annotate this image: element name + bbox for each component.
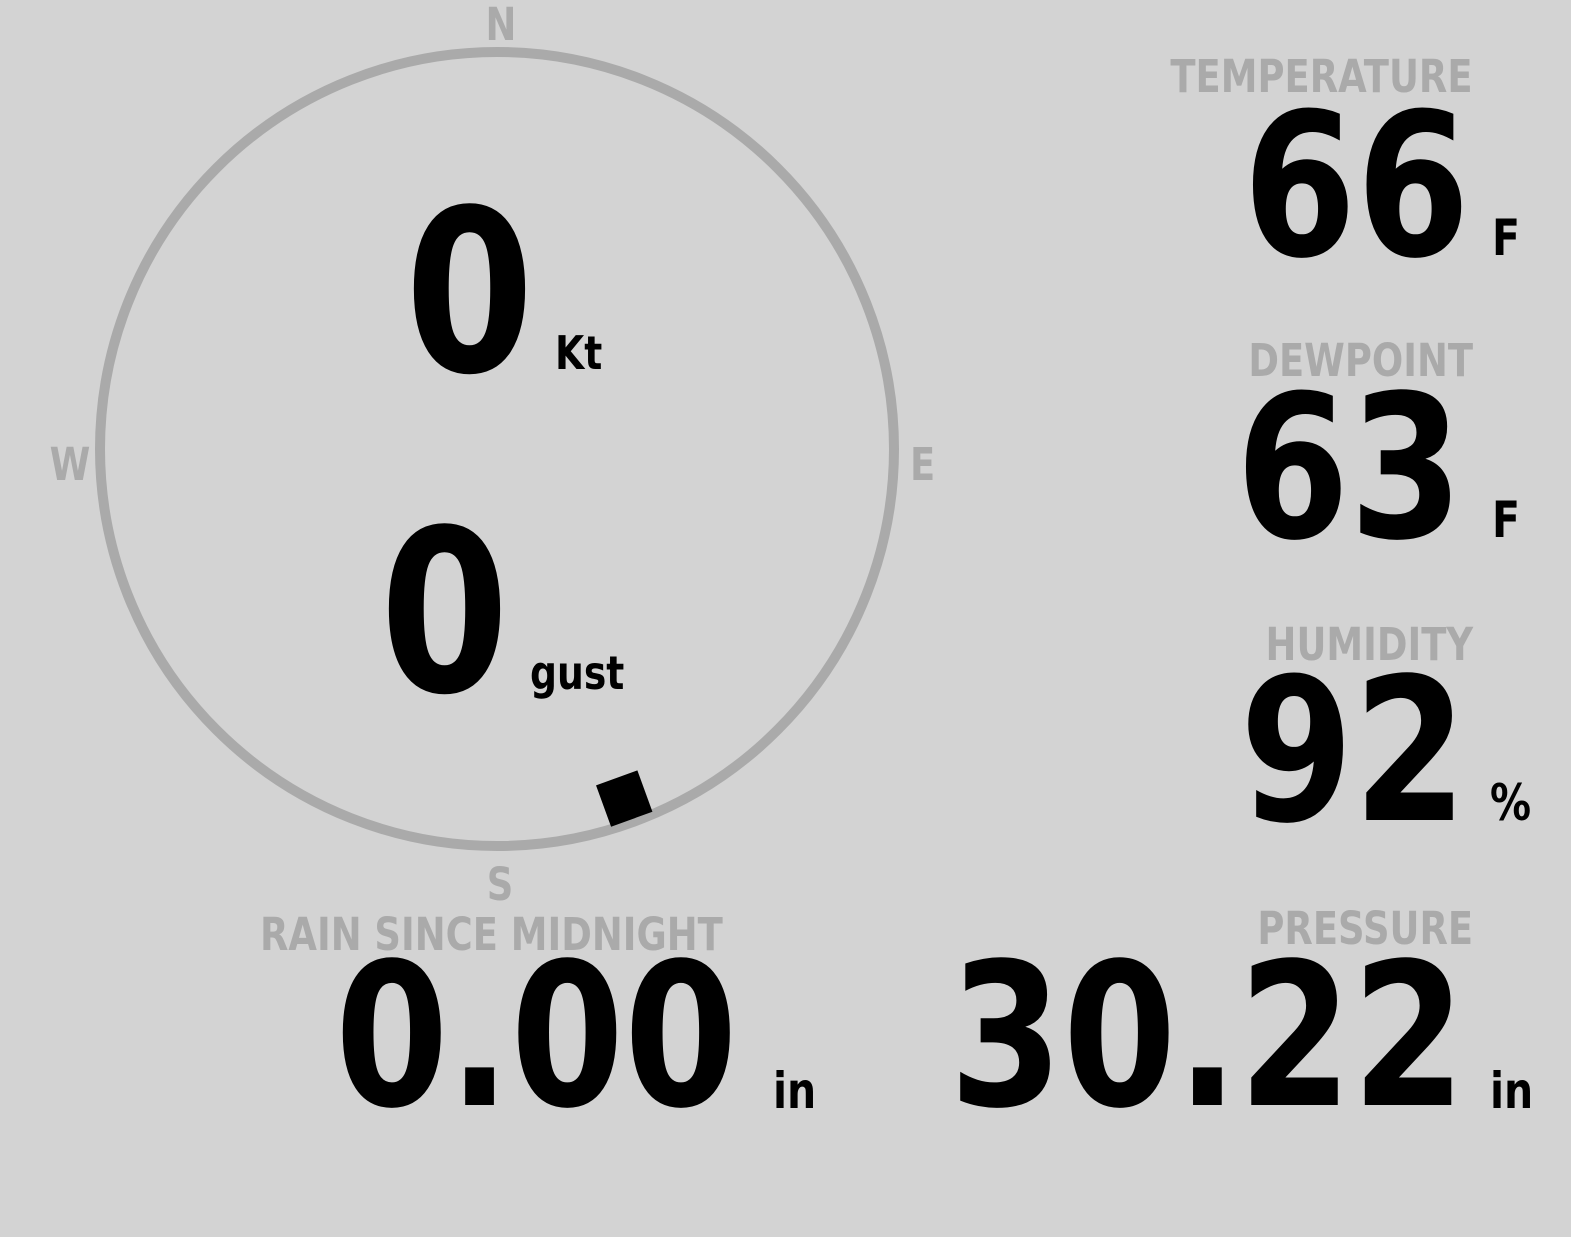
dewpoint-unit: F	[1492, 491, 1521, 549]
compass-north-label: N	[485, 0, 517, 51]
compass-ring	[95, 47, 899, 851]
dewpoint-label: DEWPOINT	[1248, 334, 1473, 387]
pressure-unit: in	[1490, 1062, 1534, 1120]
humidity-label: HUMIDITY	[1265, 618, 1473, 671]
wind-speed-value: 0	[405, 162, 534, 425]
humidity-value: 92	[1239, 635, 1467, 867]
temperature-label: TEMPERATURE	[1170, 50, 1473, 103]
temperature-unit: F	[1492, 209, 1521, 267]
wind-gust-value: 0	[380, 482, 509, 745]
dewpoint-value: 63	[1235, 352, 1463, 584]
temperature-value: 66	[1242, 70, 1470, 302]
wind-direction-pointer	[596, 770, 653, 827]
compass-east-label: E	[910, 438, 936, 491]
humidity-unit: %	[1490, 774, 1532, 832]
rain-label: RAIN SINCE MIDNIGHT	[260, 908, 723, 961]
rain-unit: in	[773, 1062, 817, 1120]
wind-speed-unit: Kt	[555, 326, 603, 380]
compass-west-label: W	[49, 438, 91, 491]
wind-gust-unit: gust	[530, 646, 625, 700]
pressure-value: 30.22	[948, 920, 1465, 1152]
pressure-label: PRESSURE	[1257, 902, 1473, 955]
rain-value: 0.00	[335, 920, 738, 1152]
compass-south-label: S	[486, 858, 514, 911]
